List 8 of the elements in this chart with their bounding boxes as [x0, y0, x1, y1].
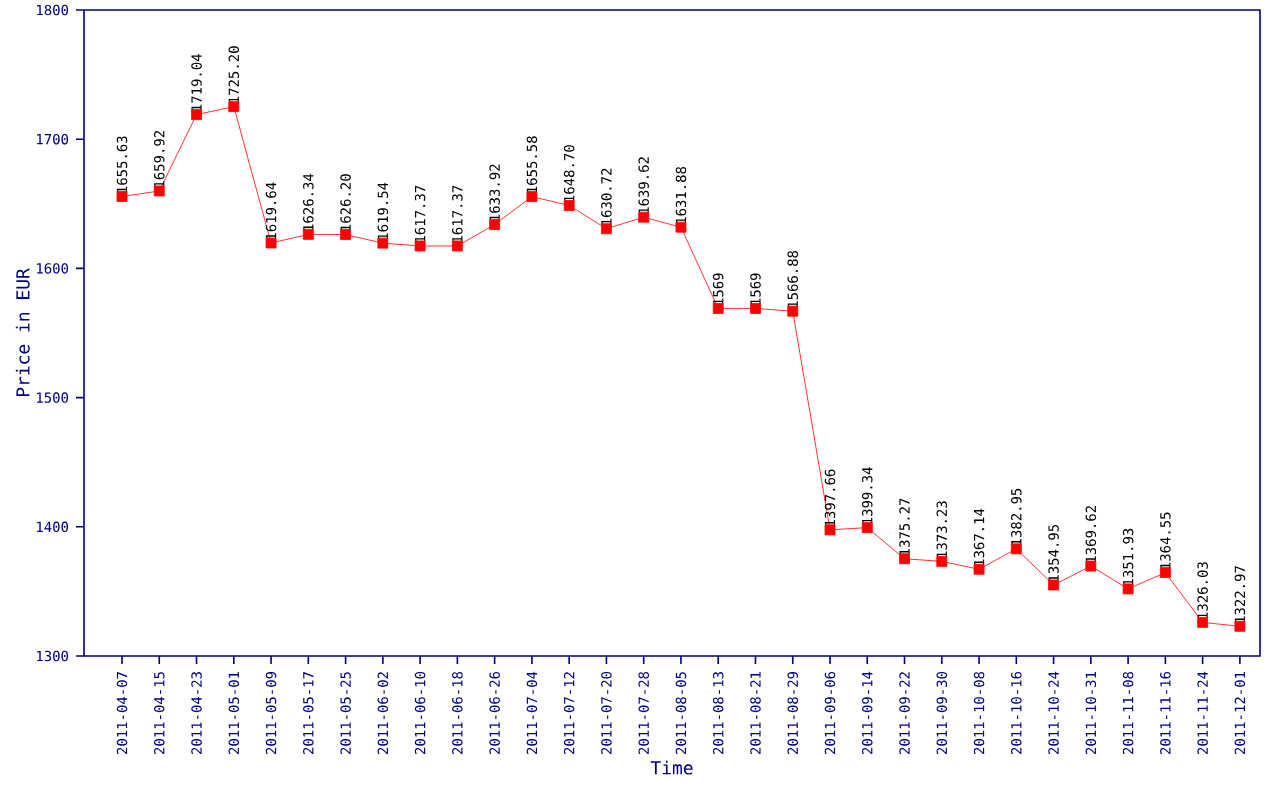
point	[191, 109, 202, 120]
y-axis-title: Price in EUR	[15, 268, 30, 397]
point	[116, 191, 128, 202]
point	[824, 524, 836, 536]
x-axis-title: Time	[650, 760, 693, 775]
point	[1159, 567, 1171, 578]
point	[712, 303, 724, 314]
point	[750, 303, 761, 314]
